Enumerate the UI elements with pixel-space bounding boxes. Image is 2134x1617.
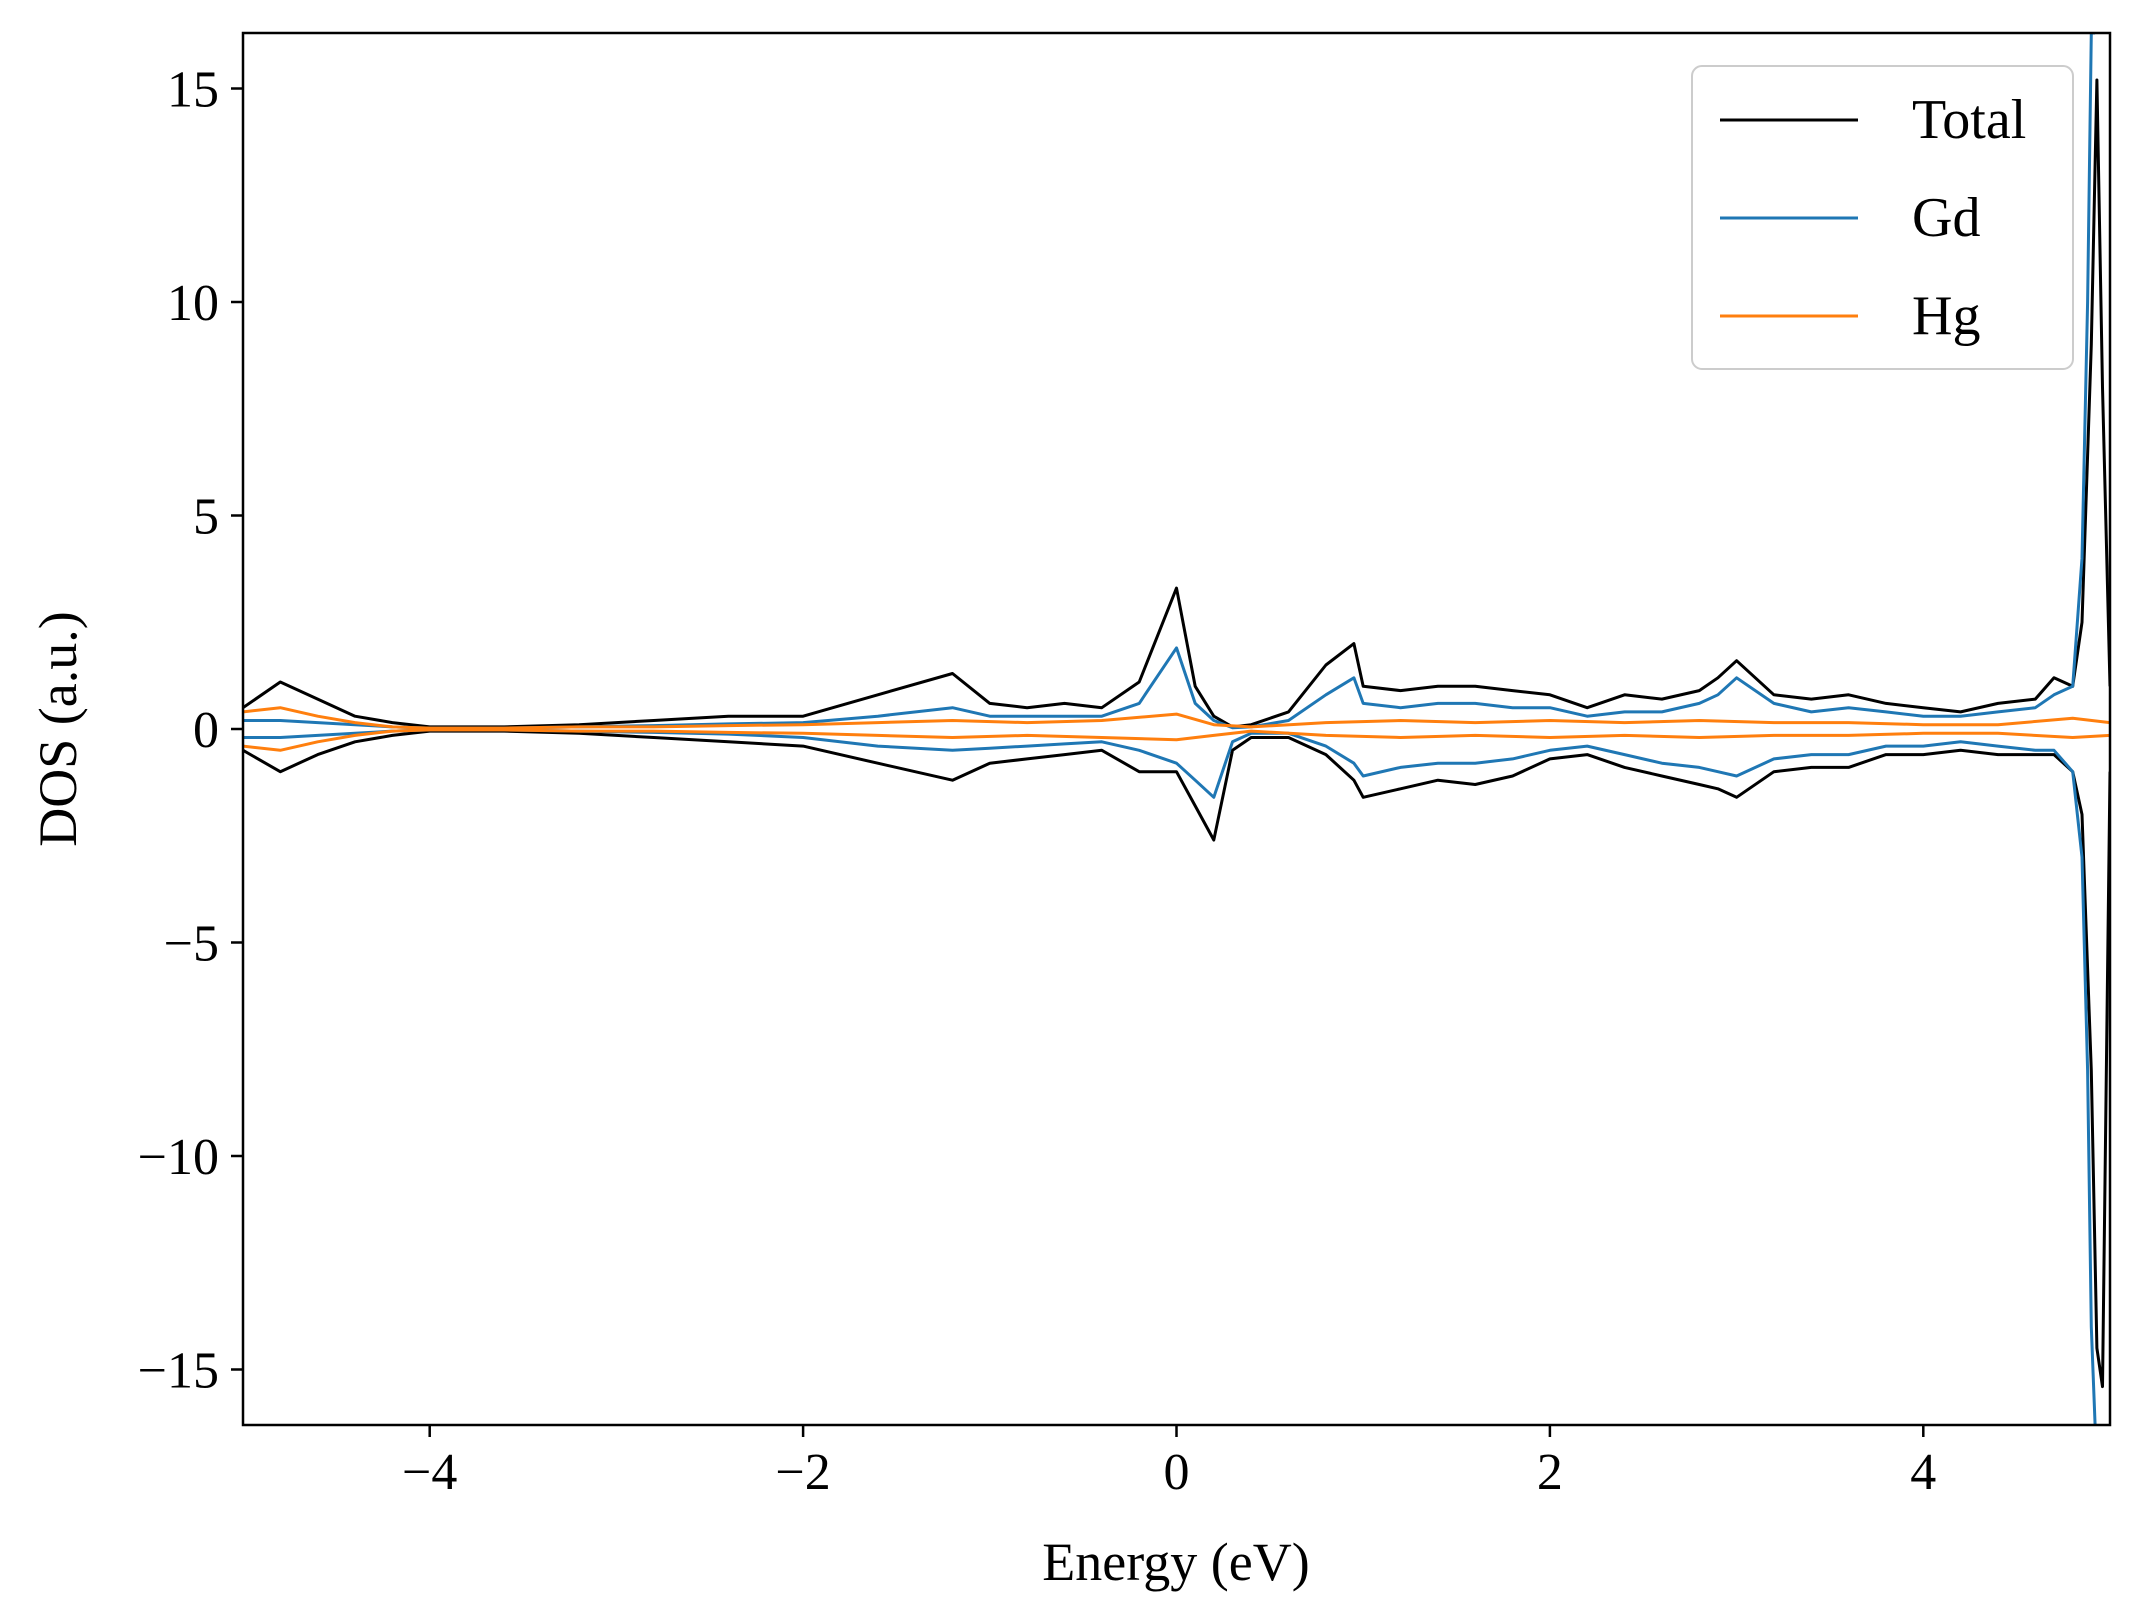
x-axis-ticks: −4 −2 0 2 4 xyxy=(402,1425,1936,1501)
y-tick-label: −5 xyxy=(164,915,219,972)
y-axis-label: DOS (a.u.) xyxy=(28,611,88,846)
y-tick-label: −15 xyxy=(138,1342,219,1399)
x-tick-label: 2 xyxy=(1537,1444,1563,1501)
y-tick-label: 10 xyxy=(167,275,219,332)
hg-legend-label: Hg xyxy=(1912,285,1980,347)
x-tick-label: −4 xyxy=(402,1444,457,1501)
total-legend-label: Total xyxy=(1912,89,2026,151)
y-axis-ticks: 15 10 5 0 −5 −10 −15 xyxy=(138,62,243,1399)
total-down-line xyxy=(243,729,2110,1389)
total-up-line xyxy=(243,78,2110,729)
x-tick-label: 0 xyxy=(1164,1444,1190,1501)
y-tick-label: 0 xyxy=(193,702,219,759)
x-tick-label: −2 xyxy=(775,1444,830,1501)
y-tick-label: 5 xyxy=(193,489,219,546)
hg-down-line xyxy=(243,728,2110,752)
hg-up-line xyxy=(243,706,2110,730)
legend: Total Gd Hg xyxy=(1691,65,2074,370)
x-tick-label: 4 xyxy=(1910,1444,1936,1501)
legend-frame xyxy=(1691,65,2074,370)
series-layer xyxy=(243,33,2110,1425)
y-tick-label: −10 xyxy=(138,1129,219,1186)
y-tick-label: 15 xyxy=(167,62,219,119)
gd-legend-label: Gd xyxy=(1912,187,1980,249)
x-axis-label: Energy (eV) xyxy=(1042,1532,1309,1592)
